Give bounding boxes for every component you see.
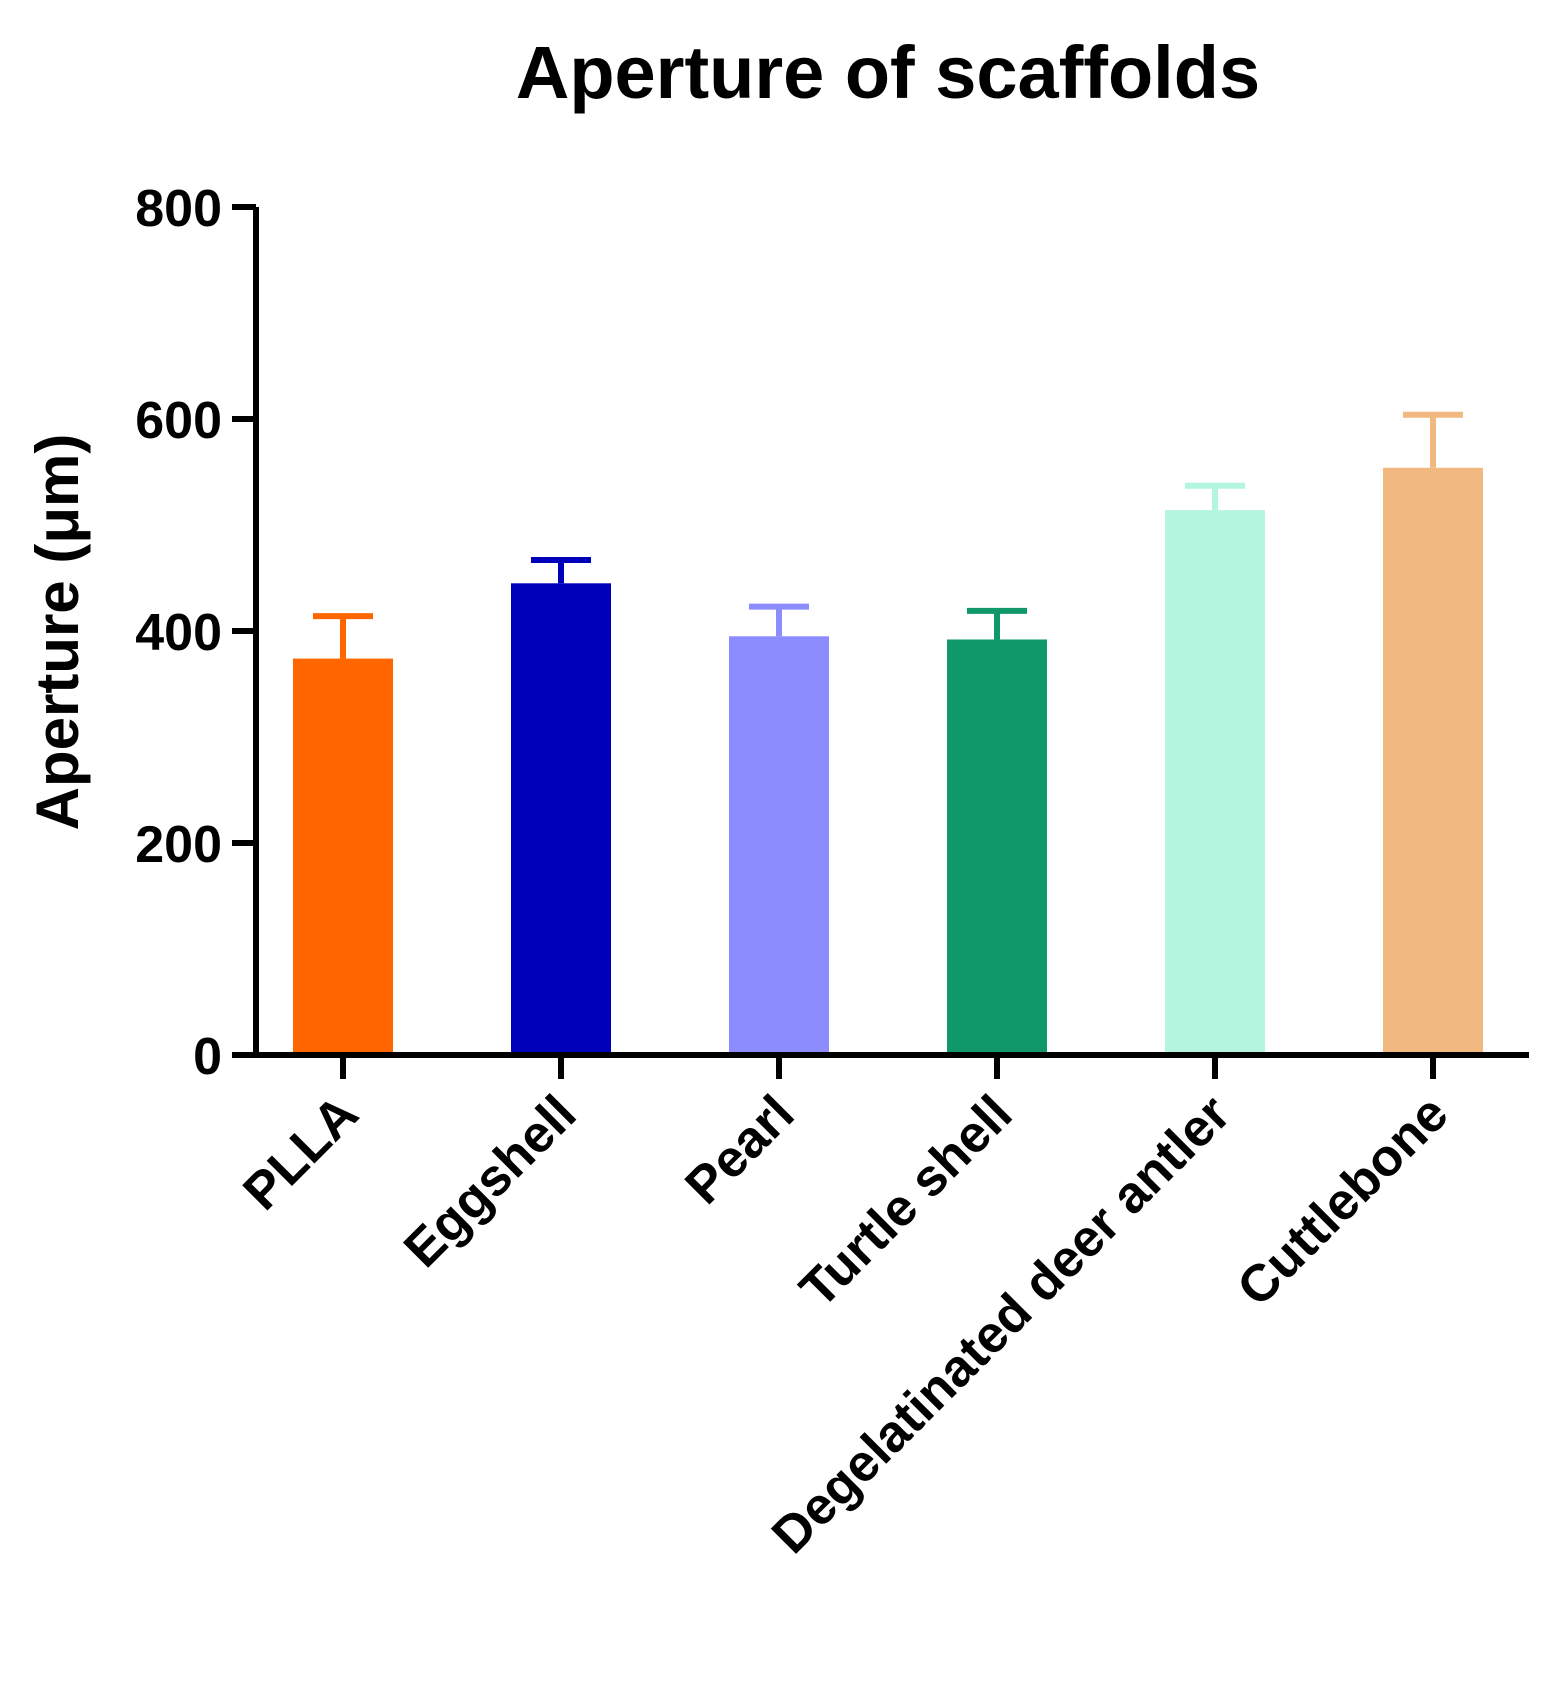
- bar-cuttlebone: [1383, 467, 1483, 1055]
- x-tick-label-degelatinated-deer-antler: Degelatinated deer antler: [761, 1084, 1241, 1564]
- y-tick-label-400: 400: [135, 604, 222, 662]
- x-tick-label-turtle-shell: Turtle shell: [789, 1084, 1023, 1318]
- y-axis-label: Aperture (μm): [24, 434, 91, 831]
- y-tick-label-0: 0: [193, 1028, 222, 1086]
- x-tick-label-pearl: Pearl: [675, 1084, 806, 1215]
- bar-eggshell: [511, 583, 611, 1055]
- bars-group: [293, 467, 1483, 1055]
- y-ticks-group: 0 200 400 600 800: [135, 180, 256, 1086]
- x-tick-label-eggshell: Eggshell: [393, 1084, 587, 1278]
- bar-plla: [293, 658, 393, 1055]
- bar-pearl: [729, 636, 829, 1055]
- error-bars-group: [313, 411, 1463, 659]
- x-tick-label-cuttlebone: Cuttlebone: [1226, 1084, 1459, 1317]
- bar-turtle-shell: [947, 639, 1047, 1055]
- y-tick-label-600: 600: [135, 392, 222, 450]
- x-tick-label-plla: PLLA: [232, 1084, 369, 1221]
- y-tick-label-200: 200: [135, 816, 222, 874]
- y-tick-label-800: 800: [135, 180, 222, 238]
- bar-degelatinated-deer-antler: [1165, 510, 1265, 1055]
- chart-title: Aperture of scaffolds: [516, 31, 1260, 114]
